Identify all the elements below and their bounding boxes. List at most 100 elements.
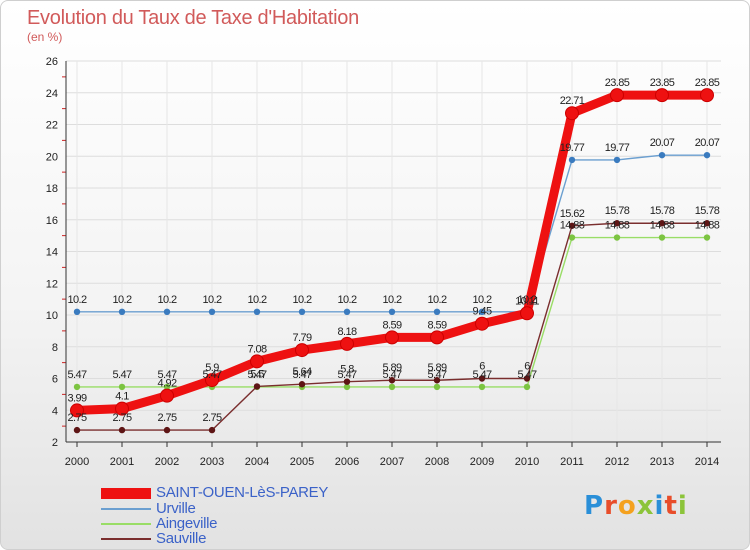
series-point-0 [610, 88, 624, 103]
y-tick-label: 12 [46, 278, 58, 290]
data-label-2: 5.47 [202, 369, 221, 381]
data-label-1: 10.2 [112, 294, 131, 306]
series-point-1 [343, 308, 351, 316]
series-point-0 [520, 306, 534, 321]
series-point-0 [565, 106, 579, 121]
logo-letter: x [636, 491, 655, 521]
y-tick-label: 2 [52, 437, 58, 449]
data-label-1: 10.2 [337, 294, 356, 306]
y-tick-label: 14 [46, 247, 58, 259]
data-label-0: 7.08 [247, 343, 266, 355]
data-label-1: 10.2 [427, 294, 446, 306]
data-label-3: 5.64 [292, 366, 311, 378]
x-tick-label: 2008 [425, 456, 449, 468]
data-label-0: 7.79 [292, 332, 311, 344]
series-point-3 [163, 426, 171, 434]
legend-label-3: Sauville [156, 530, 207, 547]
data-label-2: 5.47 [517, 369, 536, 381]
gridlines [66, 60, 721, 443]
legend-item-1: Urville [101, 500, 401, 517]
x-tick-label: 2004 [245, 456, 269, 468]
data-label-2: 5.47 [67, 369, 86, 381]
y-tick-label: 20 [46, 151, 58, 163]
x-tick-label: 2002 [155, 456, 179, 468]
series-point-0 [385, 330, 399, 345]
x-tick-label: 2003 [200, 456, 224, 468]
y-tick-label: 24 [46, 88, 58, 100]
data-label-1: 10.2 [517, 294, 536, 306]
series-point-3 [118, 426, 126, 434]
series-point-1 [163, 308, 171, 316]
x-tick-label: 2012 [605, 456, 629, 468]
data-label-3: 15.62 [560, 208, 585, 220]
data-label-1: 10.2 [472, 294, 491, 306]
x-tick-label: 2005 [290, 456, 314, 468]
chart-title: Evolution du Taux de Taxe d'Habitation [27, 7, 359, 29]
legend-item-0: SAINT-OUEN-LèS-PAREY [101, 484, 401, 501]
data-label-3: 2.75 [202, 412, 221, 424]
data-label-1: 20.07 [695, 137, 720, 149]
series-point-1 [388, 308, 396, 316]
x-tick-label: 2013 [650, 456, 674, 468]
legend-swatch-0 [101, 487, 151, 499]
data-label-3: 15.78 [650, 205, 675, 217]
series-point-2 [433, 383, 441, 391]
series-point-3 [208, 426, 216, 434]
data-label-2: 5.47 [157, 369, 176, 381]
data-label-0: 8.59 [427, 319, 446, 331]
series-point-0 [430, 330, 444, 345]
x-tick-label: 2000 [65, 456, 89, 468]
data-label-1: 19.77 [560, 142, 585, 154]
series-point-1 [118, 308, 126, 316]
series-point-3 [388, 377, 396, 384]
legend-label-2: Aingeville [156, 515, 218, 532]
data-label-3: 5.8 [340, 364, 354, 376]
data-label-3: 6 [479, 361, 485, 373]
data-label-1: 10.2 [382, 294, 401, 306]
logo-letter: r [604, 491, 618, 521]
data-label-1: 10.2 [292, 294, 311, 306]
data-label-0: 3.99 [67, 392, 86, 404]
series-point-3 [703, 220, 711, 227]
series-point-1 [208, 308, 216, 316]
series-point-2 [118, 383, 126, 391]
data-label-2: 14.88 [605, 220, 630, 232]
series-point-2 [658, 234, 666, 241]
x-tick-label: 2009 [470, 456, 494, 468]
data-label-2: 5.47 [112, 369, 131, 381]
x-tick-label: 2007 [380, 456, 404, 468]
x-tick-label: 2010 [515, 456, 539, 468]
unit-label: (en %) [27, 30, 63, 44]
series-point-2 [73, 383, 81, 391]
data-label-0: 23.85 [650, 77, 675, 89]
y-tick-label: 4 [52, 405, 58, 417]
series-point-0 [205, 373, 219, 388]
series-point-3 [73, 426, 81, 434]
series-point-2 [568, 234, 576, 241]
series-point-1 [298, 308, 306, 316]
logo-letter: t [664, 491, 678, 521]
data-label-0: 23.85 [695, 77, 720, 89]
series-point-0 [160, 388, 174, 403]
series-point-0 [655, 88, 669, 103]
y-tick-label: 18 [46, 183, 58, 195]
data-label-2: 14.88 [560, 220, 585, 232]
data-label-2: 5.47 [337, 369, 356, 381]
data-label-3: 5.89 [382, 362, 401, 374]
data-label-1: 10.2 [157, 294, 176, 306]
series-point-3 [433, 377, 441, 384]
legend-item-2: Aingeville [101, 515, 401, 532]
y-tick-label: 8 [52, 342, 58, 354]
data-label-3: 2.75 [112, 412, 131, 424]
data-label-2: 5.47 [247, 369, 266, 381]
logo-letter: P [584, 491, 605, 521]
series-point-0 [340, 336, 354, 351]
data-label-3: 2.75 [157, 412, 176, 424]
series-point-3 [298, 381, 306, 388]
data-label-1: 10.2 [67, 294, 86, 306]
series-point-2 [388, 383, 396, 391]
data-label-3: 6 [524, 361, 530, 373]
series-point-1 [613, 156, 621, 164]
legend-item-3: Sauville [101, 530, 401, 547]
